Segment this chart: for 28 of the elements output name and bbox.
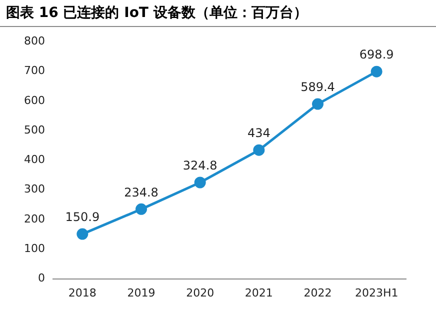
y-tick-label: 300 [24, 182, 45, 196]
y-tick-label: 100 [24, 242, 45, 256]
data-label: 434 [247, 126, 270, 140]
point [312, 98, 324, 110]
y-tick-label: 700 [24, 64, 45, 78]
data-label: 150.9 [65, 210, 100, 224]
point [135, 203, 147, 215]
data-label: 324.8 [182, 158, 218, 173]
y-tick-label: 600 [24, 94, 45, 107]
point [76, 228, 88, 240]
x-tick-label: 2021 [244, 286, 273, 300]
chart-title: 图表 16 已连接的 IoT 设备数（单位：百万台） [0, 0, 436, 27]
x-tick-label: 2020 [186, 286, 214, 300]
y-tick-label: 200 [24, 212, 45, 226]
x-tick-label: 2019 [127, 286, 156, 300]
x-tick-label: 2023H1 [354, 286, 398, 300]
point [194, 176, 206, 188]
point [370, 66, 382, 78]
data-label: 234.8 [124, 185, 158, 200]
x-tick-label: 2022 [304, 286, 332, 300]
data-label: 589.4 [300, 80, 335, 94]
data-label: 698.9 [359, 48, 394, 62]
y-tick-label: 0 [38, 272, 45, 285]
y-tick-label: 400 [24, 153, 45, 166]
point [253, 144, 265, 156]
y-tick-label: 500 [24, 123, 45, 136]
y-tick-label: 800 [24, 34, 45, 48]
x-tick-label: 2018 [68, 286, 96, 300]
